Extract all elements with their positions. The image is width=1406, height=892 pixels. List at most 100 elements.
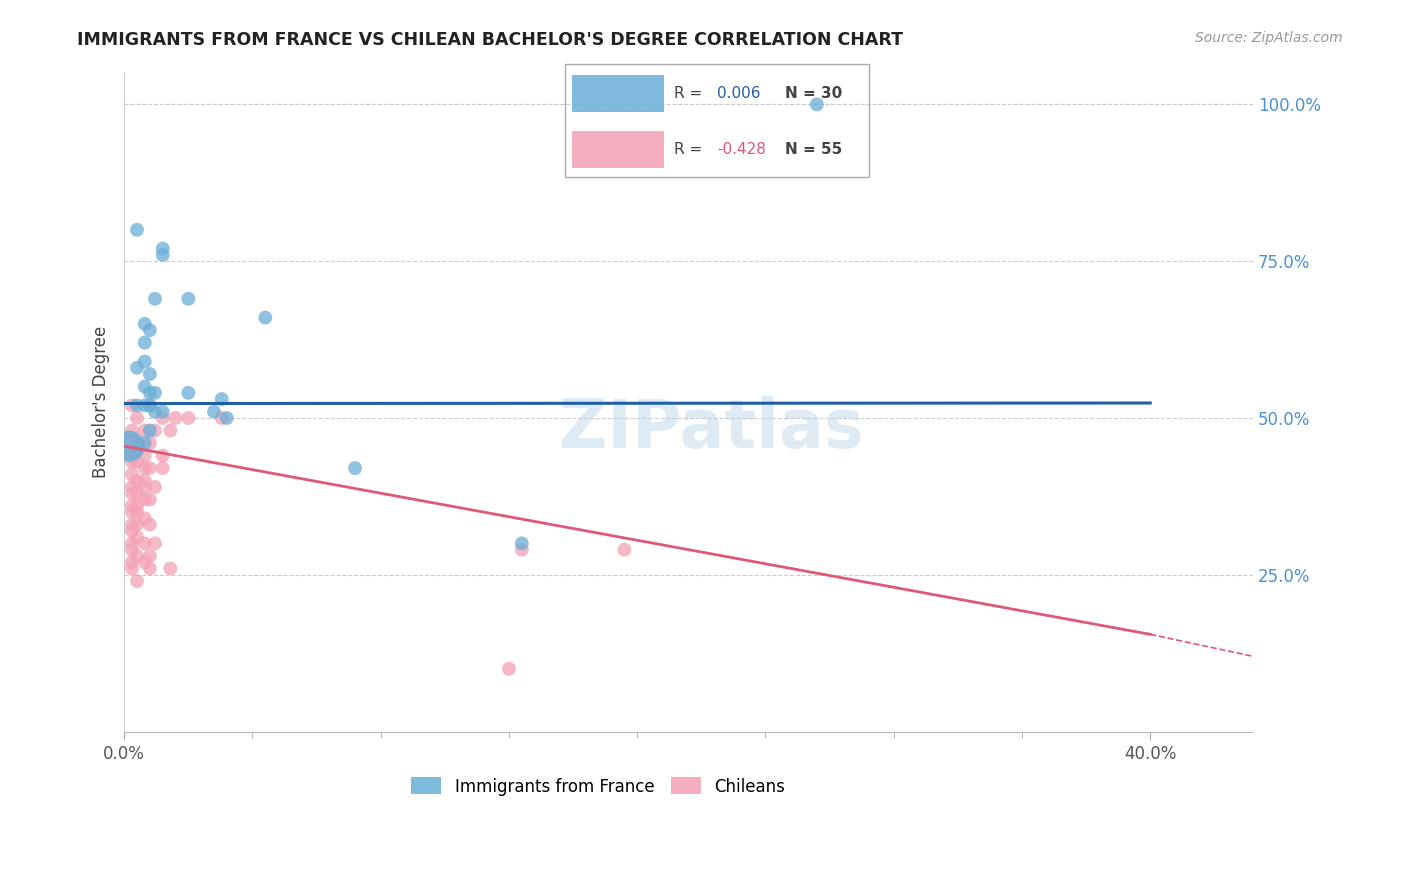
Point — [134, 379, 156, 393]
Text: R =: R = — [673, 142, 702, 157]
Point — [806, 97, 828, 112]
Point — [143, 385, 166, 400]
Point — [139, 492, 162, 507]
Point — [139, 323, 162, 337]
Point — [125, 505, 148, 519]
Point — [134, 511, 156, 525]
Point — [125, 499, 148, 513]
Point — [143, 292, 166, 306]
Point — [165, 411, 187, 425]
Point — [498, 662, 520, 676]
Point — [121, 524, 143, 538]
Point — [134, 474, 156, 488]
Point — [139, 398, 162, 412]
Point — [159, 424, 181, 438]
Point — [134, 398, 156, 412]
Point — [139, 367, 162, 381]
Legend: Immigrants from France, Chileans: Immigrants from France, Chileans — [405, 771, 792, 802]
Point — [134, 317, 156, 331]
Point — [121, 542, 143, 557]
Point — [134, 449, 156, 463]
Point — [510, 536, 533, 550]
Point — [125, 360, 148, 375]
Point — [125, 474, 148, 488]
Point — [121, 505, 143, 519]
Point — [118, 439, 141, 453]
Text: ZIPatlas: ZIPatlas — [558, 396, 863, 461]
Point — [121, 561, 143, 575]
FancyBboxPatch shape — [572, 131, 665, 168]
Point — [139, 517, 162, 532]
Point — [139, 561, 162, 575]
Point — [125, 398, 148, 412]
Point — [125, 436, 148, 450]
Point — [134, 492, 156, 507]
Point — [121, 467, 143, 482]
Point — [121, 499, 143, 513]
Point — [125, 223, 148, 237]
Point — [159, 561, 181, 575]
Point — [121, 480, 143, 494]
Text: Source: ZipAtlas.com: Source: ZipAtlas.com — [1195, 31, 1343, 45]
Point — [134, 536, 156, 550]
Point — [121, 455, 143, 469]
Point — [125, 442, 148, 457]
Point — [152, 248, 174, 262]
Point — [121, 398, 143, 412]
Text: N = 30: N = 30 — [785, 87, 842, 102]
Point — [121, 517, 143, 532]
Point — [254, 310, 277, 325]
Point — [139, 549, 162, 563]
Point — [202, 405, 225, 419]
Point — [613, 542, 636, 557]
Point — [152, 461, 174, 475]
Y-axis label: Bachelor's Degree: Bachelor's Degree — [93, 326, 110, 478]
Point — [152, 449, 174, 463]
Point — [134, 461, 156, 475]
Point — [177, 385, 200, 400]
Point — [125, 574, 148, 588]
Point — [125, 486, 148, 500]
Point — [125, 517, 148, 532]
Point — [134, 354, 156, 368]
Point — [152, 242, 174, 256]
Point — [121, 536, 143, 550]
Point — [139, 461, 162, 475]
FancyBboxPatch shape — [572, 75, 665, 112]
Point — [134, 335, 156, 350]
Point — [177, 292, 200, 306]
Text: -0.428: -0.428 — [717, 142, 766, 157]
Point — [125, 411, 148, 425]
Point — [344, 461, 367, 475]
Point — [134, 555, 156, 569]
Text: IMMIGRANTS FROM FRANCE VS CHILEAN BACHELOR'S DEGREE CORRELATION CHART: IMMIGRANTS FROM FRANCE VS CHILEAN BACHEL… — [77, 31, 903, 49]
Point — [139, 398, 162, 412]
Text: 0.006: 0.006 — [717, 87, 761, 102]
Point — [177, 411, 200, 425]
Point — [125, 549, 148, 563]
Point — [121, 555, 143, 569]
Point — [143, 405, 166, 419]
Text: R =: R = — [673, 87, 702, 102]
Point — [139, 436, 162, 450]
Point — [139, 385, 162, 400]
Point — [143, 536, 166, 550]
Point — [125, 530, 148, 544]
Point — [134, 436, 156, 450]
Point — [139, 424, 162, 438]
Point — [118, 439, 141, 453]
Point — [152, 411, 174, 425]
Point — [143, 424, 166, 438]
Point — [215, 411, 238, 425]
Point — [211, 392, 233, 406]
Point — [510, 542, 533, 557]
Point — [121, 424, 143, 438]
Point — [134, 424, 156, 438]
Text: N = 55: N = 55 — [785, 142, 842, 157]
Point — [143, 480, 166, 494]
Point — [121, 486, 143, 500]
Point — [134, 480, 156, 494]
Point — [152, 405, 174, 419]
Point — [125, 455, 148, 469]
Point — [211, 411, 233, 425]
